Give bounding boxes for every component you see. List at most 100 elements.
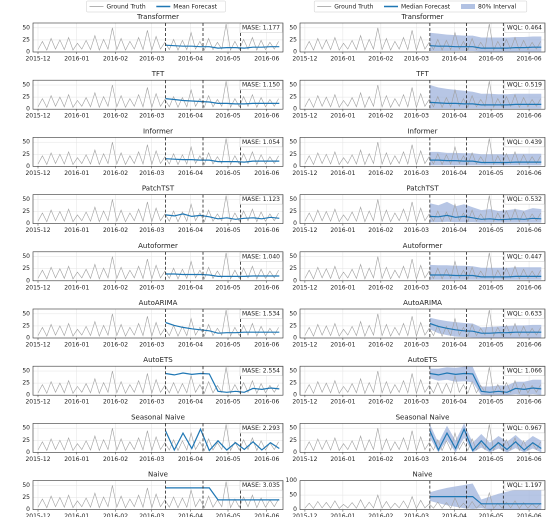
x-tick-label: 2016-01 <box>64 284 89 291</box>
panel-title: Naive <box>413 471 433 479</box>
x-tick-label: 2016-04 <box>178 113 203 120</box>
metric-label: MASE: 2.554 <box>242 368 280 375</box>
x-tick-label: 2016-04 <box>442 284 467 291</box>
x-tick-label: 2016-02 <box>368 56 393 63</box>
x-tick-label: 2016-02 <box>103 399 128 406</box>
x-tick-label: 2016-06 <box>254 113 279 120</box>
plot-frame <box>32 137 284 167</box>
x-tick-label: 2015-12 <box>25 399 50 406</box>
y-tick-label: 25 <box>289 380 297 387</box>
x-tick-label: 2016-06 <box>254 342 279 349</box>
metric-label: MASE: 1.150 <box>242 82 280 89</box>
y-tick-label: 0 <box>26 277 30 284</box>
panel: Naive 0 25 50 2015-12 2016-01 2016-02 2016-03 20… <box>22 471 284 517</box>
metric-label: WQL: 0.447 <box>507 253 542 260</box>
forecast-line <box>429 274 542 278</box>
x-tick-label: 2016-05 <box>479 56 504 63</box>
x-tick-label: 2016-05 <box>215 227 240 234</box>
x-tick-label: 2016-03 <box>404 399 429 406</box>
legend-label: 80% Interval <box>478 3 517 10</box>
y-tick-label: 50 <box>22 310 30 317</box>
plot-frame <box>32 251 284 282</box>
metric-box <box>239 480 283 491</box>
panel-title: TFT <box>415 70 429 78</box>
y-tick-label: 50 <box>22 24 30 31</box>
x-tick-label: 2016-05 <box>479 284 504 291</box>
y-tick-label: 50 <box>289 82 297 89</box>
x-tick-label: 2016-01 <box>330 113 355 120</box>
y-tick-label: 50 <box>289 368 297 375</box>
x-tick-label: 2016-06 <box>517 113 542 120</box>
x-tick-label: 2016-01 <box>330 513 355 517</box>
panel: Transformer 0 25 50 2015-12 2016-01 2016-02 201… <box>289 13 546 63</box>
ground-truth-line <box>37 138 279 166</box>
ground-truth-line <box>37 252 279 281</box>
x-tick-label: 2016-05 <box>215 342 240 349</box>
x-tick-label: 2016-04 <box>178 399 203 406</box>
panel-title: Autoformer <box>403 242 443 250</box>
y-tick-label: 0 <box>26 220 30 227</box>
x-tick-label: 2016-01 <box>64 113 89 120</box>
panel-title: Transformer <box>136 13 179 21</box>
x-tick-label: 2016-03 <box>139 399 164 406</box>
x-tick-label: 2016-04 <box>178 513 203 517</box>
x-tick-label: 2016-01 <box>330 56 355 63</box>
metric-label: MASE: 3.035 <box>242 482 280 489</box>
x-tick-label: 2016-01 <box>64 56 89 63</box>
x-tick-label: 2015-12 <box>292 170 317 177</box>
x-tick-label: 2016-05 <box>215 513 240 517</box>
panel-title: AutoETS <box>143 356 173 364</box>
plot-frame <box>299 308 546 339</box>
x-tick-label: 2016-02 <box>103 456 128 463</box>
panel: AutoETS 0 25 50 2015-12 2016-01 2016-02 2016-03… <box>289 356 546 406</box>
plot-frame <box>32 194 284 224</box>
x-tick-label: 2016-05 <box>215 56 240 63</box>
forecast-line <box>165 44 280 49</box>
x-tick-label: 2016-02 <box>368 456 393 463</box>
plot-frame <box>32 308 284 339</box>
y-tick-label: 25 <box>22 494 30 501</box>
x-tick-label: 2015-12 <box>292 399 317 406</box>
x-tick-label: 2016-01 <box>64 399 89 406</box>
x-tick-label: 2015-12 <box>25 513 50 517</box>
x-tick-label: 2016-01 <box>330 399 355 406</box>
x-tick-label: 2016-06 <box>254 399 279 406</box>
x-tick-label: 2016-02 <box>368 284 393 291</box>
y-tick-label: 0 <box>26 335 30 342</box>
y-tick-label: 50 <box>289 492 297 499</box>
forecast-line <box>165 487 280 501</box>
panel-title: Transformer <box>400 13 443 21</box>
x-tick-label: 2015-12 <box>25 56 50 63</box>
plot-frame <box>32 423 284 453</box>
y-tick-label: 50 <box>22 425 30 432</box>
panel: TFT 0 25 50 2015-12 2016-01 2016-02 2016-03 2016… <box>22 70 284 120</box>
metric-label: WQL: 0.464 <box>507 25 542 32</box>
legend-label: Ground Truth <box>107 3 146 10</box>
x-tick-label: 2015-12 <box>25 342 50 349</box>
x-tick-label: 2016-05 <box>479 170 504 177</box>
y-tick-label: 25 <box>22 380 30 387</box>
metric-box <box>239 366 283 376</box>
x-tick-label: 2015-12 <box>25 113 50 120</box>
x-tick-label: 2016-02 <box>368 342 393 349</box>
x-tick-label: 2016-03 <box>139 113 164 120</box>
x-tick-label: 2015-12 <box>25 170 50 177</box>
metric-label: MASE: 1.123 <box>242 196 280 203</box>
x-tick-label: 2016-03 <box>404 342 429 349</box>
interval-band <box>429 85 542 109</box>
x-tick-label: 2016-05 <box>215 284 240 291</box>
x-tick-label: 2016-02 <box>103 170 128 177</box>
x-tick-label: 2016-06 <box>517 227 542 234</box>
y-tick-label: 25 <box>289 208 297 215</box>
x-tick-label: 2016-06 <box>254 170 279 177</box>
metric-box <box>239 137 283 148</box>
x-tick-label: 2016-03 <box>139 513 164 517</box>
metric-box <box>239 309 283 319</box>
y-tick-label: 25 <box>289 265 297 272</box>
x-tick-label: 2015-12 <box>292 456 317 463</box>
forecast-line <box>429 322 542 334</box>
panel-title: AutoARIMA <box>403 299 442 307</box>
ground-truth-line <box>304 309 541 338</box>
x-tick-label: 2016-01 <box>64 170 89 177</box>
